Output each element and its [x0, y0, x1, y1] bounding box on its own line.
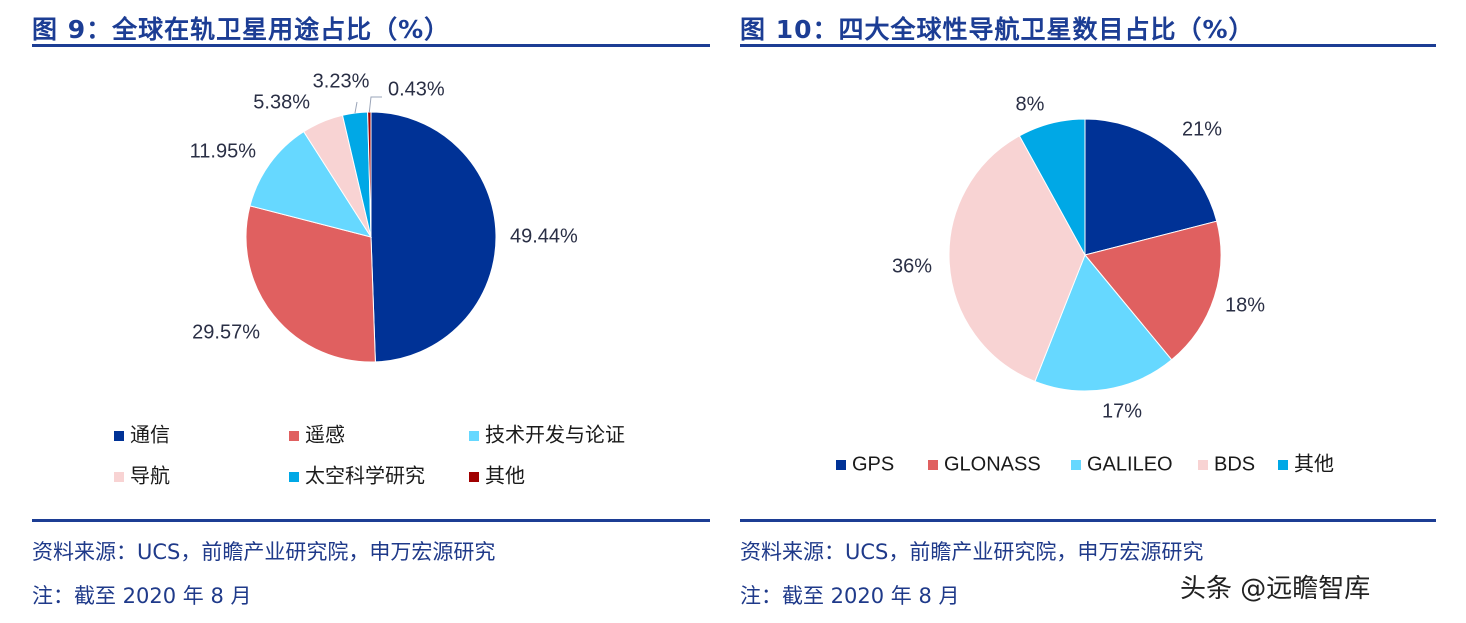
data-label: 5.38% — [253, 91, 310, 113]
legend-label: GLONASS — [944, 453, 1041, 475]
data-label: 0.43% — [388, 78, 445, 100]
data-label: 17% — [1102, 400, 1142, 422]
pie-slice-4 — [948, 135, 1086, 383]
legend-swatch — [1071, 460, 1081, 470]
pie-chart-satellite-usage: 49.44% 29.57% 11.95% 5.38%3.23% 0.43% 通信 遥感 技术开… — [114, 70, 625, 488]
legend-item: GALILEO — [1071, 453, 1173, 475]
legend-swatch — [1198, 460, 1208, 470]
legend-item: GPS — [836, 453, 894, 475]
legend-swatch — [469, 431, 479, 441]
legend-item: 其他 — [469, 464, 525, 488]
data-label: 21% — [1182, 118, 1222, 140]
legend-item: GLONASS — [928, 453, 1041, 475]
legend-swatch — [1278, 460, 1288, 470]
legend-label: GPS — [852, 453, 894, 475]
legend-swatch — [114, 431, 124, 441]
source-text: 资料来源：UCS，前瞻产业研究院，申万宏源研究 — [32, 540, 496, 564]
watermark: 头条 @远瞻智库 — [1180, 574, 1371, 604]
legend-item: 技术开发与论证 — [469, 423, 625, 447]
title-rule — [740, 44, 1436, 47]
legend-label: 通信 — [130, 423, 170, 447]
leader-line — [354, 101, 358, 114]
note-text: 注：截至 2020 年 8 月 — [740, 584, 960, 608]
legend-swatch — [469, 472, 479, 482]
pie-chart-navigation-satellites: 21% 18% 17% 36% 8% GPS GLONASS GALILEO BDS 其他 — [836, 93, 1334, 476]
source-text: 资料来源：UCS，前瞻产业研究院，申万宏源研究 — [740, 540, 1204, 564]
pie-slice-5 — [1018, 118, 1086, 256]
data-label: 3.23% — [313, 70, 370, 92]
legend-label: 导航 — [130, 464, 170, 488]
legend-item: BDS — [1198, 453, 1255, 475]
legend-label: GALILEO — [1087, 453, 1173, 475]
footer-rule — [740, 519, 1436, 522]
data-label: 8% — [1016, 93, 1045, 115]
pie-slice-1 — [1084, 118, 1218, 256]
legend-label: 其他 — [1294, 452, 1334, 476]
legend-swatch — [836, 460, 846, 470]
legend-label: 其他 — [485, 464, 525, 488]
data-label: 18% — [1225, 294, 1265, 316]
legend-label: BDS — [1214, 453, 1255, 475]
legend-item: 通信 — [114, 423, 170, 447]
pie-slice-3 — [249, 130, 373, 238]
note-text: 注：截至 2020 年 8 月 — [32, 584, 252, 608]
chart-title: 图 9：全球在轨卫星用途占比（%） — [32, 15, 451, 44]
data-label: 36% — [892, 255, 932, 277]
data-label: 11.95% — [190, 140, 257, 162]
legend-label: 太空科学研究 — [305, 464, 425, 488]
legend-swatch — [289, 472, 299, 482]
data-label: 29.57% — [192, 321, 260, 343]
legend-item: 导航 — [114, 464, 170, 488]
chart-title: 图 10：四大全球性导航卫星数目占比（%） — [740, 15, 1255, 44]
pie-slice-2 — [1084, 220, 1222, 361]
data-label: 49.44% — [510, 225, 578, 247]
pie-slice-6 — [367, 111, 372, 238]
pie-slice-2 — [245, 205, 376, 363]
pie-slice-3 — [1034, 254, 1173, 392]
legend-item: 太空科学研究 — [289, 464, 425, 488]
footer-rule — [32, 519, 710, 522]
legend-swatch — [928, 460, 938, 470]
legend-label: 遥感 — [305, 423, 345, 447]
legend-item: 其他 — [1278, 452, 1334, 476]
panel-navigation-satellites: 图 10：四大全球性导航卫星数目占比（%） 21% 18% 17% 36% 8% GPS G… — [740, 0, 1436, 623]
panel-satellite-usage: 图 9：全球在轨卫星用途占比（%） 49.44% 29.57% 11.95% 5.38… — [32, 0, 710, 623]
leader-line — [368, 96, 382, 113]
legend-swatch — [289, 431, 299, 441]
title-rule — [32, 44, 710, 47]
legend-swatch — [114, 472, 124, 482]
pie-slice-1 — [370, 111, 497, 363]
legend-item: 遥感 — [289, 423, 345, 447]
legend-label: 技术开发与论证 — [485, 423, 625, 447]
